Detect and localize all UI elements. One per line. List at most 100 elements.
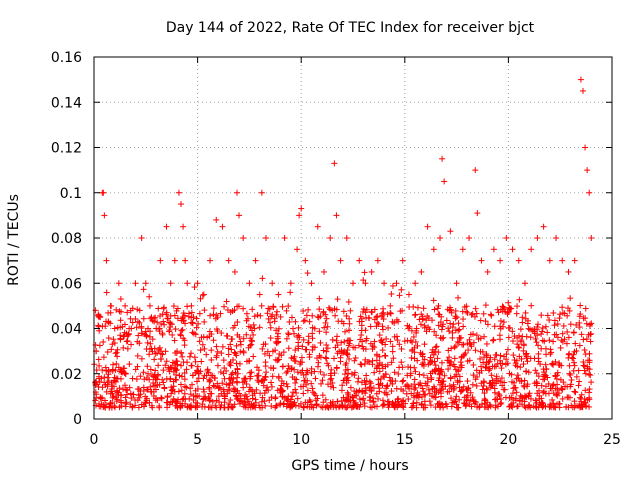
data-point	[267, 335, 274, 342]
data-point	[183, 366, 190, 373]
data-point-peak	[374, 257, 381, 264]
data-point	[297, 400, 304, 407]
data-point	[513, 310, 520, 317]
data-point	[344, 389, 351, 396]
data-point	[571, 388, 578, 395]
data-point	[443, 317, 450, 324]
data-point	[464, 358, 471, 365]
data-point	[154, 350, 161, 357]
data-point	[358, 361, 365, 368]
data-point	[122, 403, 129, 410]
data-point	[217, 368, 224, 375]
data-point	[568, 376, 575, 383]
data-point	[127, 307, 134, 314]
data-point	[567, 372, 574, 379]
data-point	[155, 305, 162, 312]
data-point	[546, 317, 553, 324]
data-point	[560, 322, 567, 329]
data-point	[532, 397, 539, 404]
data-point	[317, 339, 324, 346]
data-point	[109, 383, 116, 390]
y-tick-label: 0.12	[51, 141, 82, 157]
data-point	[191, 284, 198, 291]
data-point	[121, 329, 128, 336]
data-point	[140, 315, 147, 322]
data-point	[347, 307, 354, 314]
data-point	[308, 380, 315, 387]
data-point	[250, 353, 257, 360]
data-point	[573, 321, 580, 328]
data-point	[128, 395, 135, 402]
data-point	[133, 376, 140, 383]
data-point	[539, 325, 546, 332]
data-point	[305, 306, 312, 313]
data-point	[332, 312, 339, 319]
data-point	[261, 376, 268, 383]
data-point-peak	[399, 257, 406, 264]
data-point	[538, 331, 545, 338]
data-point	[225, 386, 232, 393]
data-point	[171, 337, 178, 344]
data-point	[129, 375, 136, 382]
data-point	[290, 325, 297, 332]
data-point	[578, 331, 585, 338]
data-point	[427, 402, 434, 409]
data-point	[515, 344, 522, 351]
data-point	[147, 366, 154, 373]
data-point	[92, 397, 99, 404]
data-point	[300, 307, 307, 314]
data-point	[314, 355, 321, 362]
data-point	[455, 294, 462, 301]
data-point	[484, 386, 491, 393]
x-tick-label: 15	[396, 432, 414, 448]
data-point-peak	[302, 257, 309, 264]
data-point-peak	[350, 280, 356, 287]
data-point	[323, 348, 330, 355]
data-point-peak	[466, 235, 473, 241]
data-point	[145, 370, 152, 377]
data-point	[509, 328, 516, 335]
data-point	[100, 338, 107, 345]
data-point-peak	[236, 212, 243, 219]
data-point	[187, 350, 194, 357]
data-point	[128, 341, 135, 348]
data-point	[571, 359, 578, 366]
data-point-peak	[540, 223, 547, 230]
data-point	[481, 333, 488, 340]
data-point	[453, 314, 460, 321]
data-point	[455, 367, 462, 374]
data-point-peak	[559, 257, 566, 264]
data-point	[144, 339, 151, 346]
data-point-peak	[171, 257, 178, 264]
y-tick-label: 0.04	[51, 322, 82, 338]
data-point-peak	[412, 280, 419, 287]
data-point	[95, 322, 102, 329]
data-point	[473, 382, 480, 389]
data-point	[449, 399, 456, 406]
data-point	[505, 299, 512, 306]
data-point	[494, 306, 501, 313]
data-point	[138, 325, 145, 332]
data-point	[214, 348, 221, 355]
data-point	[427, 354, 434, 361]
data-point-peak	[163, 223, 170, 230]
data-point	[445, 366, 452, 373]
data-point	[582, 370, 589, 377]
data-point	[117, 317, 124, 324]
data-point	[379, 365, 386, 372]
data-point	[237, 338, 244, 345]
data-point	[288, 314, 295, 321]
data-point	[299, 343, 306, 350]
data-point	[283, 307, 290, 314]
data-point	[491, 323, 498, 330]
data-point	[275, 373, 282, 380]
data-point-peak	[497, 257, 504, 264]
data-point	[497, 323, 504, 330]
data-point	[449, 324, 456, 331]
data-point	[99, 323, 106, 330]
data-point	[304, 369, 311, 376]
data-point	[342, 328, 349, 335]
data-point-peak	[298, 205, 305, 212]
data-point-peak	[586, 189, 593, 196]
data-point	[263, 369, 270, 376]
